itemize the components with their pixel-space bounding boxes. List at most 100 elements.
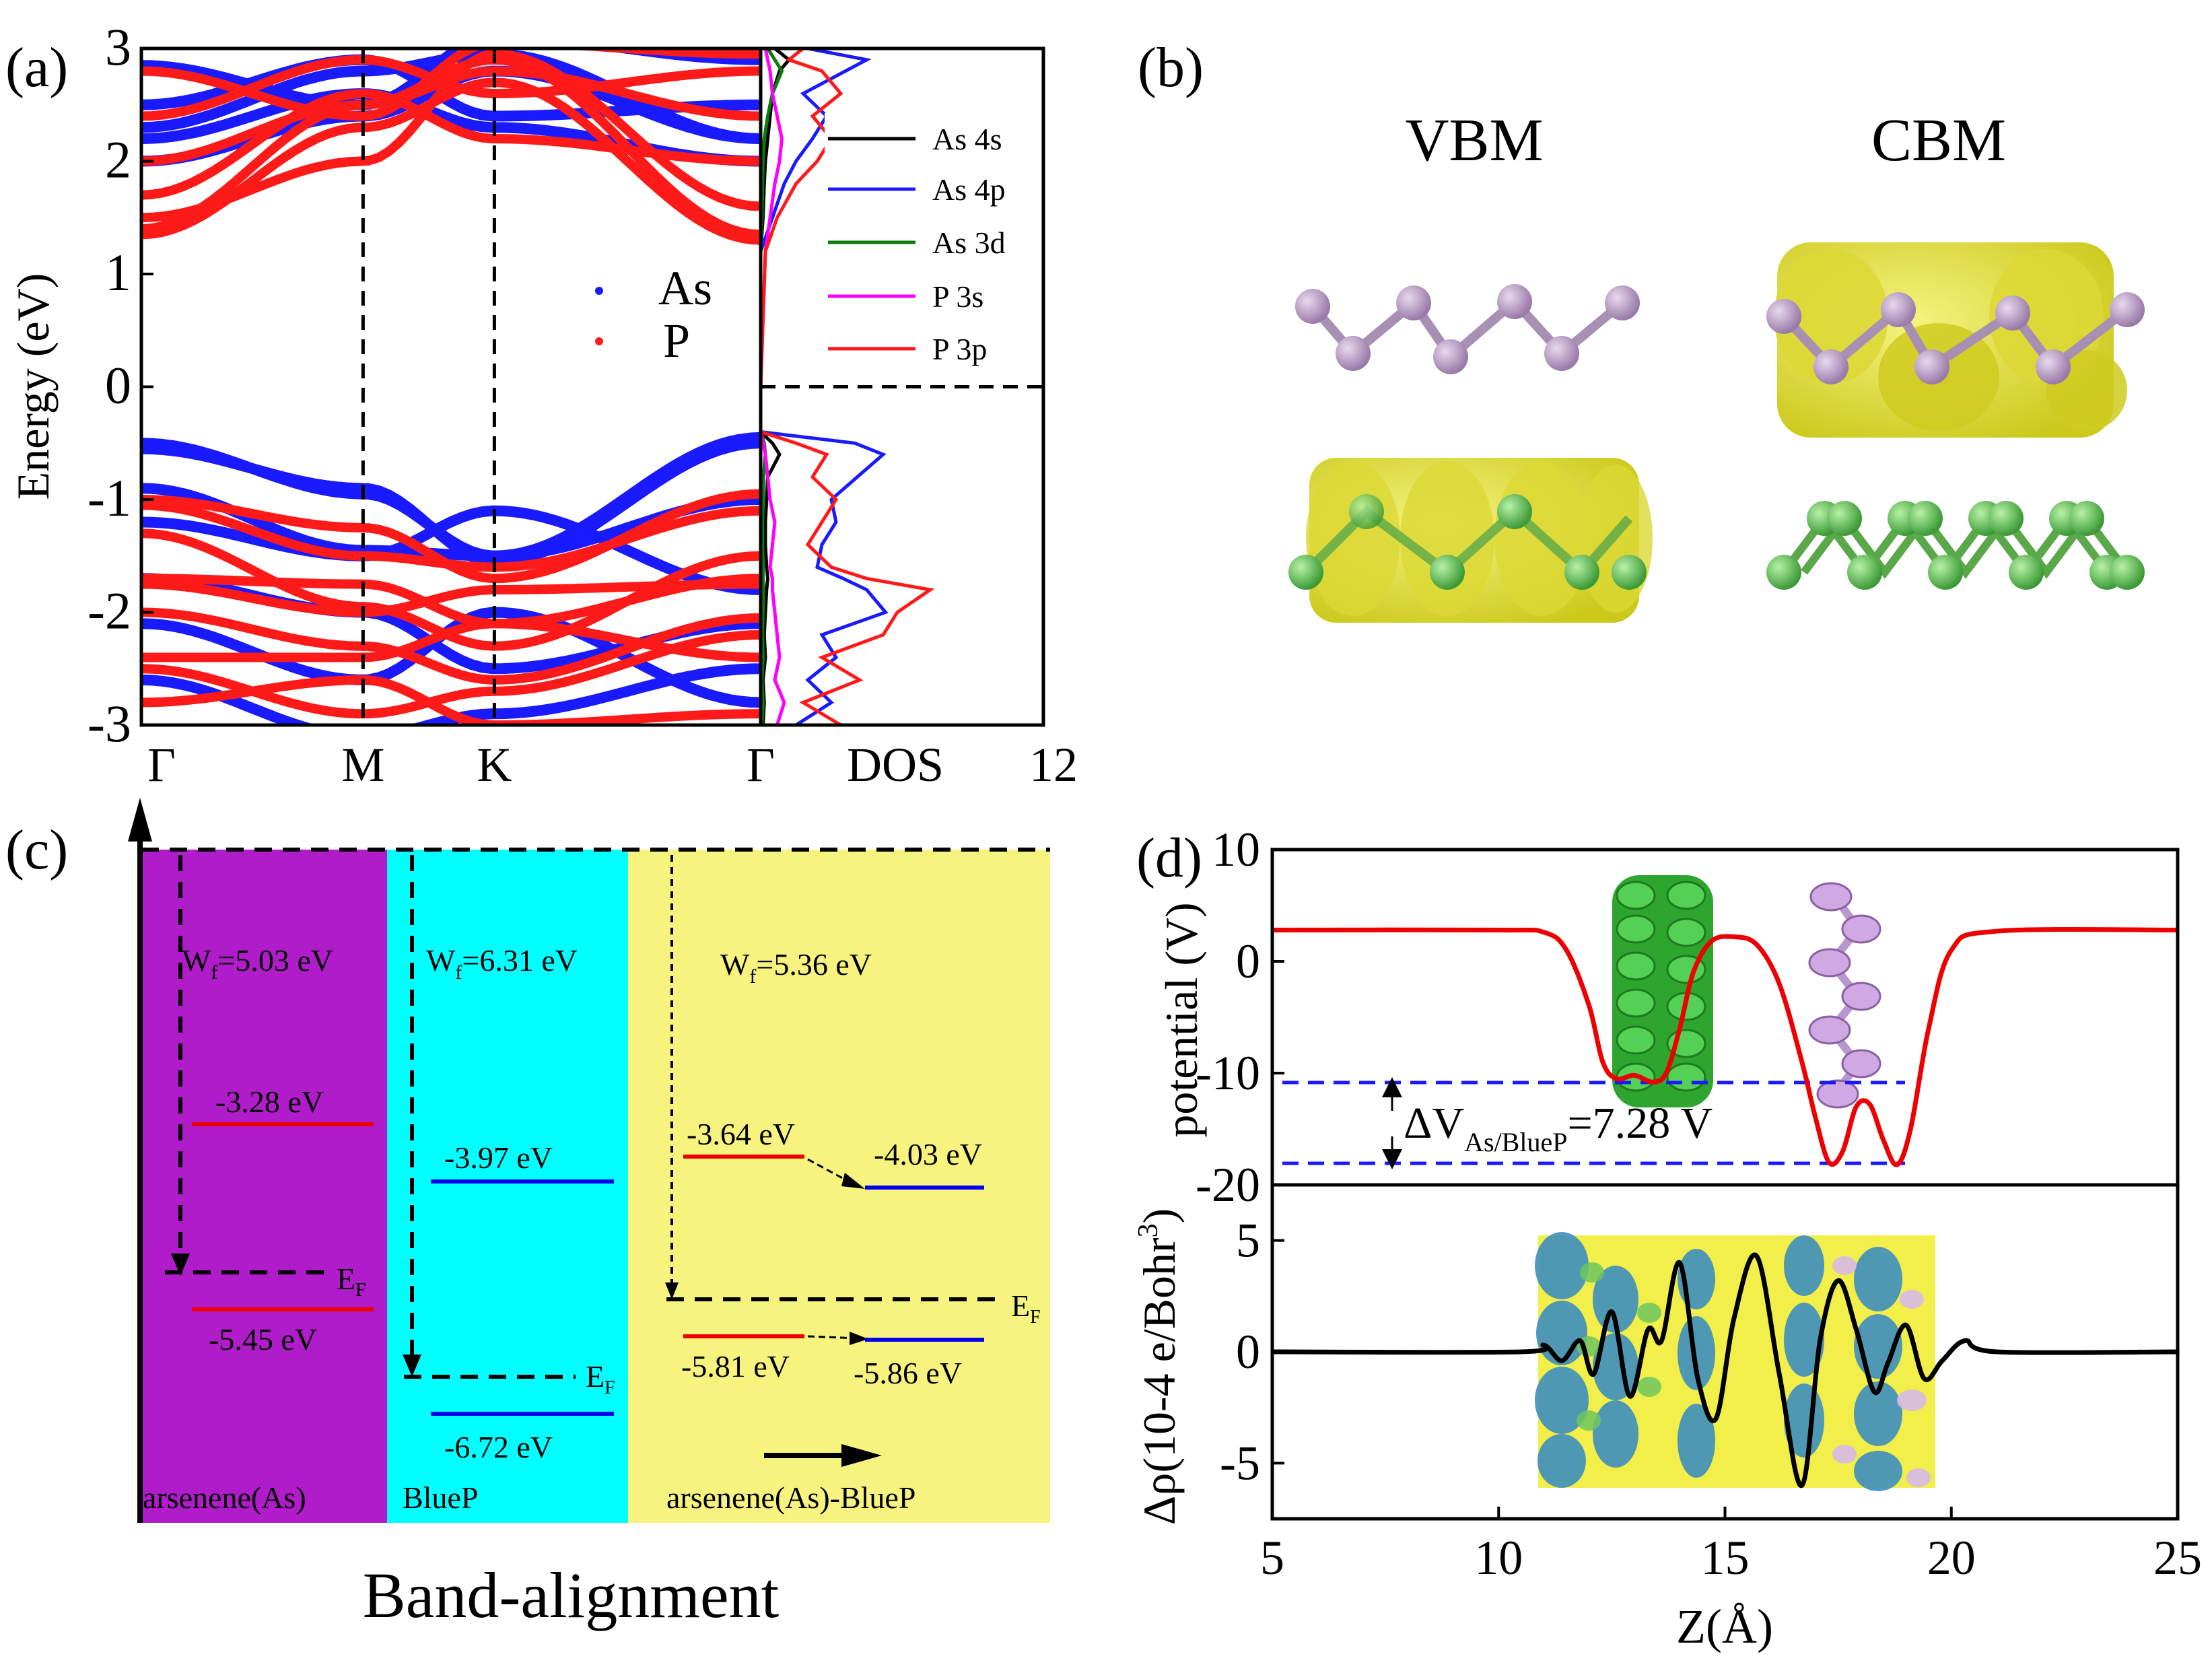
ef-symbol: E	[1011, 1289, 1030, 1323]
bluep-column-label: BlueP	[403, 1480, 478, 1515]
hetero-wf-arrowhead	[665, 1282, 679, 1299]
p-band	[141, 66, 761, 166]
wf-value: =5.03 eV	[217, 943, 333, 978]
as-band	[141, 438, 761, 568]
dos-legend-p3s: P 3s	[932, 279, 983, 314]
hetero-as-vbm-label: -5.81 eV	[681, 1349, 790, 1383]
charge-y-axis-title: Δρ(10-4 e/Bohr3)	[1133, 1208, 1185, 1526]
arsenene-cbm-label: -3.28 eV	[215, 1085, 324, 1119]
potential-plot	[1272, 927, 2178, 1167]
arsenene-wf-arrowhead	[171, 1254, 190, 1276]
dos-legend-as3d: As 3d	[932, 226, 1006, 260]
wf-subscript: f	[455, 961, 462, 984]
x-tick-label: 5	[1260, 1531, 1284, 1585]
band-structure-plot	[141, 48, 761, 725]
vbm-title: VBM	[1405, 107, 1543, 174]
delta-v-value: =7.28 V	[1567, 1099, 1713, 1148]
hetero-as-cbm-label: -3.64 eV	[687, 1117, 795, 1151]
k-point-label: Γ	[147, 738, 176, 792]
dos-legend-as4p: As 4p	[932, 172, 1006, 207]
charge-y-tick-label: 0	[1236, 1325, 1260, 1379]
p-band	[141, 48, 761, 121]
band-y-axis: 3 2 1 0 -1 -2 -3	[88, 18, 153, 753]
hetero-vbm-transfer-arrowhead	[850, 1332, 868, 1345]
bluep-column	[387, 850, 628, 1523]
potential-y-tick-label: -10	[1196, 1046, 1260, 1100]
x-tick-label: 25	[2153, 1531, 2202, 1585]
legend-p-label: P	[663, 314, 690, 368]
arsenene-column-label: arsenene(As)	[143, 1480, 306, 1515]
hetero-fermi-label: EF	[1011, 1289, 1041, 1328]
cbm-title: CBM	[1871, 107, 2006, 174]
charge-difference-plot	[1272, 1252, 2178, 1488]
k-point-label: Γ	[747, 738, 775, 792]
potential-y-axis-title: potential (V)	[1156, 902, 1207, 1137]
arsenene-vbm-label: -5.45 eV	[209, 1322, 317, 1357]
charge-ylabel-close: )	[1134, 1208, 1185, 1224]
dos-plot-frame	[759, 46, 1045, 727]
bluep-fermi-label: EF	[586, 1359, 615, 1398]
hetero-wf-label: Wf=5.36 eV	[720, 947, 872, 988]
charge-x-axis-title: Z(Å)	[1676, 1600, 1773, 1653]
energy-axis-arrow	[128, 798, 152, 842]
charge-ylabel-main: Δρ(10-4 e/Bohr	[1134, 1237, 1185, 1525]
wf-symbol: W	[182, 943, 211, 978]
as-band	[141, 663, 761, 725]
delta-v-symbol: ΔV	[1404, 1099, 1464, 1148]
band-alignment-title: Band-alignment	[363, 1559, 780, 1631]
k-point-label: M	[341, 738, 384, 792]
panel-label-c: (c)	[5, 819, 68, 881]
wf-symbol: W	[720, 947, 750, 982]
panel-label-b: (b)	[1138, 36, 1204, 99]
hetero-cbm-transfer-arrowhead	[841, 1173, 865, 1189]
arsenene-wf-label: Wf=5.03 eV	[182, 943, 333, 984]
hetero-p-vbm-label: -5.86 eV	[854, 1356, 962, 1390]
y-tick-label: -3	[88, 694, 131, 753]
dos-curve	[761, 48, 786, 725]
hetero-column-label: arsenene(As)-BlueP	[666, 1480, 915, 1515]
hetero-vbm-transfer-arrow	[807, 1335, 859, 1340]
dos-x-axis-title: DOS	[847, 738, 944, 792]
ef-subscript: F	[355, 1280, 366, 1301]
dos-legend: As 4s As 4p As 3d P 3s P 3p	[825, 113, 1033, 376]
panel-label-a: (a)	[5, 36, 68, 99]
dos-plot	[761, 48, 1043, 725]
dos-curve	[761, 48, 889, 725]
potential-y-tick-label: 0	[1236, 934, 1260, 988]
charge-ylabel-sup: 3	[1133, 1223, 1164, 1237]
wf-subscript: f	[211, 961, 217, 984]
cbm-arsenene-isosurface	[1766, 242, 2145, 438]
wf-symbol: W	[426, 943, 456, 978]
delta-v-label: ΔVAs/BlueP=7.28 V	[1404, 1099, 1713, 1157]
dos-curve	[761, 48, 792, 725]
x-tick-label: 15	[1701, 1531, 1750, 1585]
charge-y-tick-label: 5	[1236, 1214, 1260, 1268]
dos-legend-as4s: As 4s	[932, 122, 1002, 156]
delta-v-subscript: As/BlueP	[1464, 1127, 1567, 1157]
legend-p-marker	[595, 337, 603, 345]
potential-y-tick-label: 10	[1212, 823, 1260, 877]
hetero-p-cbm-label: -4.03 eV	[874, 1137, 982, 1171]
p-band	[141, 89, 761, 200]
k-point-label: K	[477, 738, 512, 792]
dos-legend-p3p: P 3p	[932, 332, 987, 366]
p-band	[141, 675, 761, 725]
charge-difference-curve	[1272, 1252, 2178, 1488]
bluep-wf-label: Wf=6.31 eV	[426, 943, 578, 984]
y-tick-label: 3	[105, 18, 131, 76]
x-tick-label: 20	[1927, 1531, 1976, 1585]
vbm-arsenene-structure	[1295, 284, 1640, 374]
ef-symbol: E	[586, 1359, 604, 1394]
wf-value: =5.36 eV	[756, 947, 872, 982]
panel-label-d: (d)	[1136, 827, 1202, 889]
potential-curve	[1272, 927, 2178, 1167]
wf-value: =6.31 eV	[462, 943, 578, 978]
p-band	[141, 500, 761, 572]
p-band	[141, 574, 761, 629]
wf-subscript: f	[749, 965, 756, 988]
y-tick-label: -2	[88, 582, 131, 640]
x-tick-label: 10	[1474, 1531, 1523, 1585]
